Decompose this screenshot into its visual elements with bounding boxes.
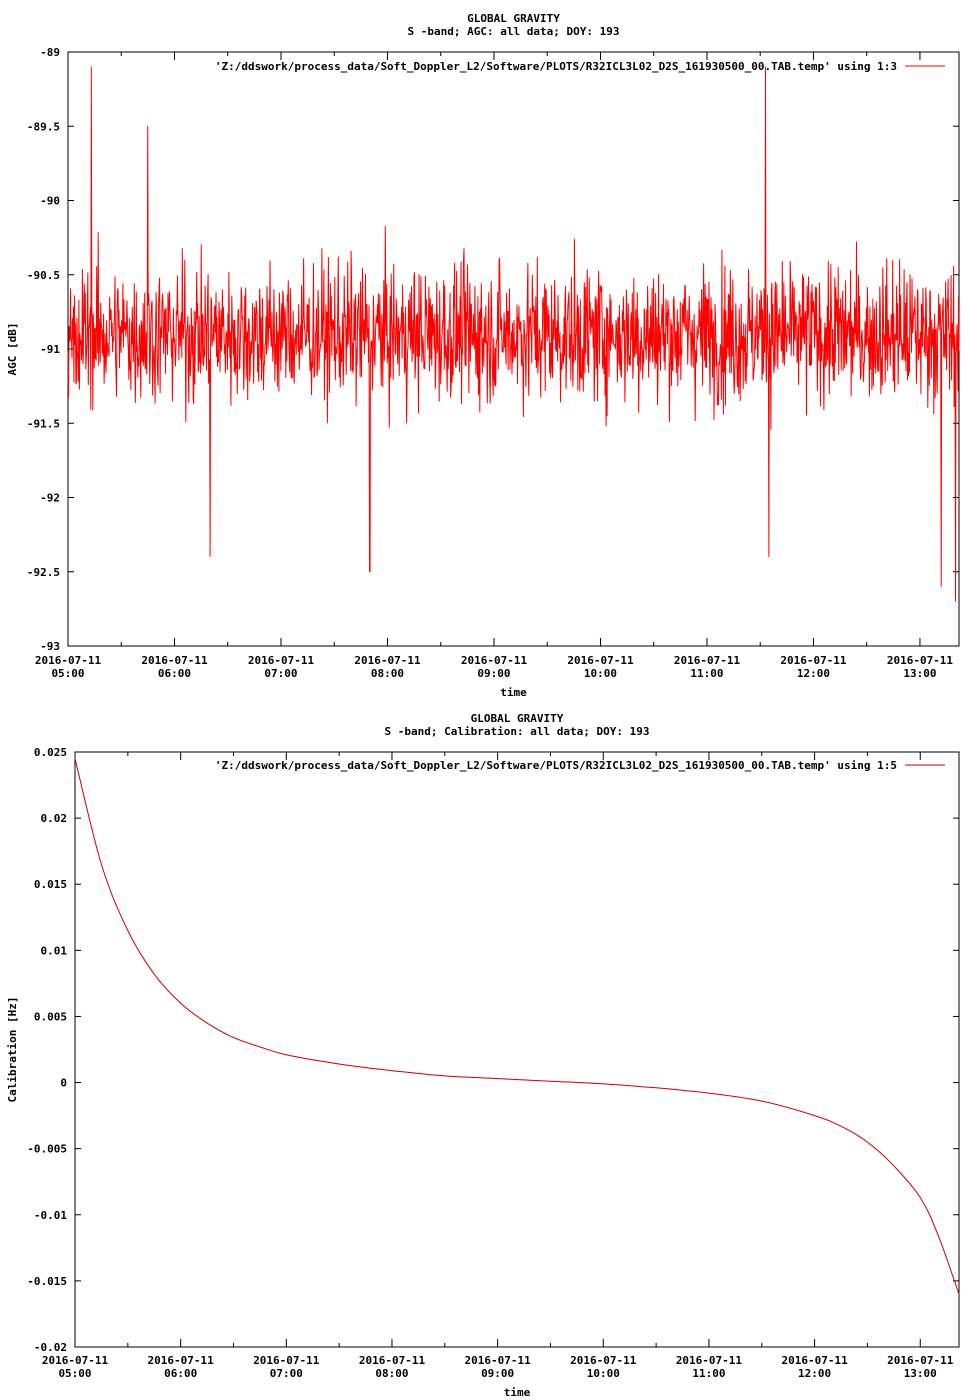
y-tick-label: -90.5: [27, 269, 60, 282]
x-tick-time-label: 13:00: [903, 667, 936, 680]
legend-label: 'Z:/ddswork/process_data/Soft_Doppler_L2…: [215, 759, 897, 772]
chart-title: GLOBAL GRAVITY: [467, 12, 560, 25]
y-tick-label: 0.025: [34, 746, 67, 759]
x-tick-date-label: 2016-07-11: [887, 654, 954, 667]
x-tick-date-label: 2016-07-11: [354, 654, 421, 667]
x-tick-time-label: 11:00: [690, 667, 723, 680]
x-tick-time-label: 06:00: [164, 1367, 197, 1380]
x-tick-date-label: 2016-07-11: [461, 654, 528, 667]
x-tick-date-label: 2016-07-11: [781, 1354, 848, 1367]
x-tick-time-label: 06:00: [158, 667, 191, 680]
y-tick-label: -89: [40, 46, 60, 59]
y-tick-label: -0.015: [27, 1275, 67, 1288]
x-tick-time-label: 13:00: [904, 1367, 937, 1380]
y-tick-label: -93: [40, 640, 60, 653]
x-tick-time-label: 11:00: [692, 1367, 725, 1380]
y-tick-label: -91.5: [27, 417, 60, 430]
x-tick-date-label: 2016-07-11: [35, 654, 102, 667]
x-tick-time-label: 09:00: [477, 667, 510, 680]
y-tick-label: -89.5: [27, 120, 60, 133]
y-tick-label: 0.01: [41, 944, 68, 957]
x-tick-date-label: 2016-07-11: [676, 1354, 743, 1367]
y-tick-label: 0: [60, 1077, 67, 1090]
y-tick-label: -0.02: [34, 1341, 67, 1354]
x-tick-date-label: 2016-07-11: [570, 1354, 637, 1367]
y-tick-label: 0.015: [34, 878, 67, 891]
y-tick-label: -90: [40, 195, 60, 208]
x-tick-date-label: 2016-07-11: [359, 1354, 426, 1367]
legend-label: 'Z:/ddswork/process_data/Soft_Doppler_L2…: [215, 60, 897, 73]
series-line: [74, 758, 960, 1295]
x-tick-date-label: 2016-07-11: [674, 654, 741, 667]
x-tick-date-label: 2016-07-11: [42, 1354, 109, 1367]
y-tick-label: -92: [40, 492, 60, 505]
plot-frame: [74, 751, 960, 1348]
x-tick-date-label: 2016-07-11: [253, 1354, 320, 1367]
x-tick-date-label: 2016-07-11: [887, 1354, 954, 1367]
x-tick-time-label: 08:00: [375, 1367, 408, 1380]
series-line: [67, 66, 960, 602]
x-tick-date-label: 2016-07-11: [465, 1354, 532, 1367]
y-tick-label: 0.02: [41, 812, 68, 825]
x-tick-date-label: 2016-07-11: [148, 1354, 215, 1367]
x-axis-label: time: [500, 686, 527, 699]
y-axis-label: Calibration [Hz]: [6, 997, 19, 1103]
chart-subtitle: S -band; AGC: all data; DOY: 193: [408, 25, 620, 38]
x-tick-time-label: 12:00: [798, 1367, 831, 1380]
y-tick-label: 0.005: [34, 1010, 67, 1023]
x-tick-time-label: 12:00: [797, 667, 830, 680]
x-tick-date-label: 2016-07-11: [141, 654, 208, 667]
y-axis-label: AGC [dB]: [6, 323, 19, 376]
y-tick-label: -91: [40, 343, 60, 356]
chart-title: GLOBAL GRAVITY: [471, 712, 564, 725]
y-tick-label: -92.5: [27, 566, 60, 579]
x-tick-time-label: 09:00: [481, 1367, 514, 1380]
x-tick-time-label: 07:00: [270, 1367, 303, 1380]
y-tick-label: -0.005: [27, 1143, 67, 1156]
x-tick-time-label: 08:00: [371, 667, 404, 680]
x-axis-label: time: [504, 1386, 531, 1399]
x-tick-time-label: 10:00: [584, 667, 617, 680]
x-tick-date-label: 2016-07-11: [780, 654, 847, 667]
x-tick-time-label: 05:00: [51, 667, 84, 680]
x-tick-date-label: 2016-07-11: [248, 654, 315, 667]
x-tick-time-label: 05:00: [58, 1367, 91, 1380]
x-tick-date-label: 2016-07-11: [567, 654, 634, 667]
x-tick-time-label: 10:00: [587, 1367, 620, 1380]
x-tick-time-label: 07:00: [264, 667, 297, 680]
y-tick-label: -0.01: [34, 1209, 67, 1222]
chart-subtitle: S -band; Calibration: all data; DOY: 193: [385, 725, 650, 738]
